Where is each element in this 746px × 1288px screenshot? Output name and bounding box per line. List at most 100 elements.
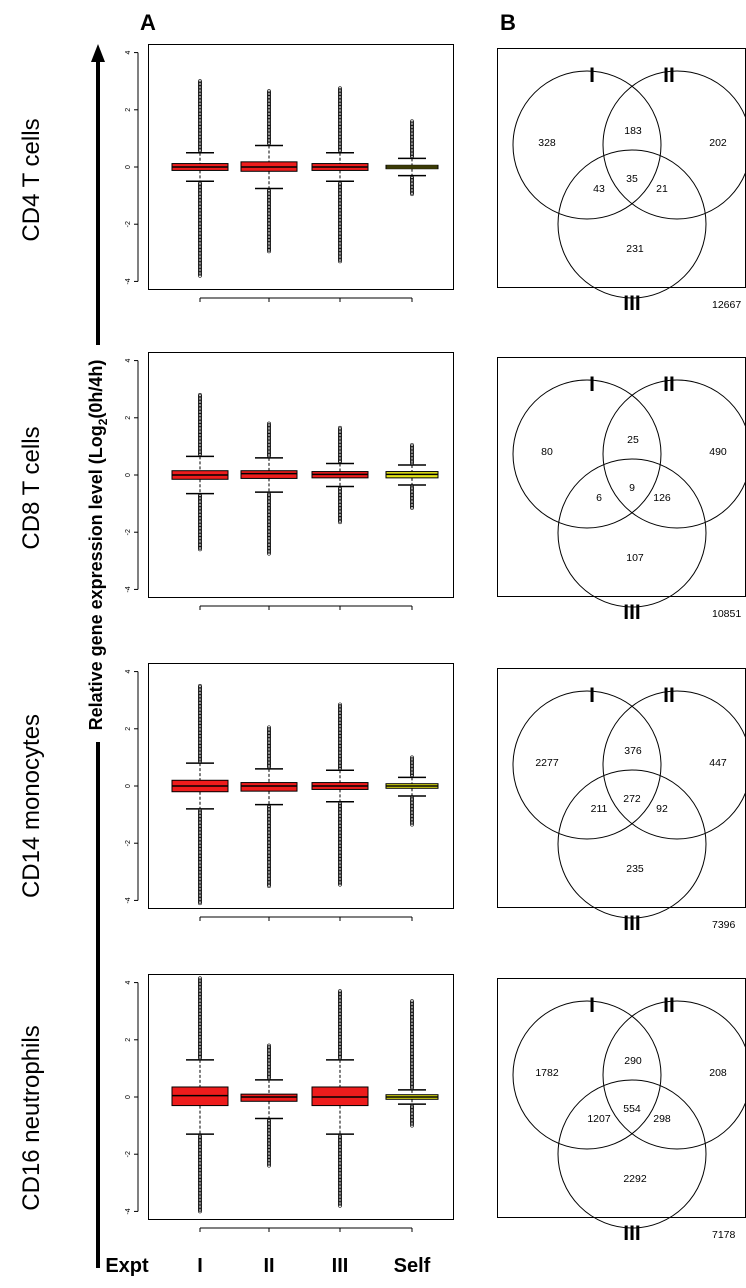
outlier-point [338,494,342,499]
outlier-point [338,109,342,114]
outlier-point [198,1042,202,1046]
outlier-point [267,1066,271,1071]
outlier-point [198,500,202,505]
outlier-point [338,485,342,490]
outlier-point [410,812,414,817]
outlier-point [267,200,271,205]
outlier-point [198,1000,202,1005]
outlier-point [267,857,271,861]
outlier-point [410,1012,414,1016]
outlier-point [198,97,202,102]
outlier-point [410,495,414,500]
outlier-point [198,734,202,738]
outlier-point [338,444,342,449]
box-II [240,470,298,479]
outlier-point [198,129,202,134]
outlier-point [338,190,342,195]
outlier-point [198,1162,202,1167]
outlier-point [267,1069,271,1074]
outlier-point [267,508,271,513]
outlier-point [338,1019,342,1024]
outlier-point [267,1049,271,1054]
outlier-point [338,129,342,134]
outlier-point [338,250,342,255]
outlier-point [267,105,271,109]
outlier-point [267,824,271,828]
outlier-point [410,809,414,814]
outlier-point [198,248,202,252]
outlier-point [198,197,202,202]
outlier-point [198,238,202,242]
outlier-point [410,999,414,1004]
outlier-point [198,878,202,883]
outlier-point [198,827,202,831]
outlier-point [267,884,271,889]
outlier-point [410,1040,414,1045]
venn-count-II-III: 298 [653,1113,671,1125]
outlier-point [410,1069,414,1074]
outlier-point [410,1000,414,1005]
outlier-point [410,806,414,811]
outlier-point [267,867,271,871]
outlier-point [410,149,414,154]
outlier-point [338,503,342,507]
outlier-point [198,530,202,535]
outlier-point [267,879,271,884]
outlier-point [198,127,202,132]
outlier-point [198,898,202,903]
outlier-point [198,901,202,906]
outlier-point [198,83,202,88]
outlier-point [198,443,202,447]
outlier-point [198,79,202,84]
outlier-point [410,1046,414,1051]
outlier-point [338,1182,342,1187]
outlier-point [198,133,202,138]
outlier-point [198,125,202,129]
outlier-point [338,514,342,519]
outlier-point [267,1050,271,1055]
outlier-point [267,819,271,824]
outlier-point [198,1016,202,1021]
outlier-point [198,90,202,95]
outlier-point [198,87,202,92]
outlier-point [410,1110,414,1115]
outlier-point [198,1159,202,1164]
outlier-point [410,494,414,499]
outlier-point [198,145,202,149]
outlier-point [198,1056,202,1061]
outlier-point [410,1075,414,1079]
outlier-point [338,1175,342,1179]
outlier-point [267,537,271,542]
outlier-point [338,1135,342,1139]
x-header-expt: Expt [105,1255,149,1277]
outlier-point [198,831,202,836]
venn-set-label: II [663,64,675,87]
outlier-point [198,260,202,265]
outlier-point [338,1172,342,1177]
outlier-point [198,200,202,205]
outlier-point [267,1067,271,1072]
outlier-point [267,205,271,209]
outlier-point [410,450,414,455]
y-tick-label: 2 [125,108,132,112]
outlier-point [198,266,202,271]
venn-panel-cd16 [497,978,746,1218]
outlier-point [338,218,342,222]
outlier-point [267,190,271,195]
outlier-point [338,127,342,132]
outlier-point [267,100,271,105]
venn-count-I-III: 6 [596,492,602,504]
outlier-point [338,1160,342,1165]
outlier-point [198,1205,202,1210]
outlier-point [338,716,342,721]
venn-circle-III [557,769,707,919]
outlier-point [198,758,202,763]
outlier-point [338,1020,342,1025]
outlier-point [410,455,414,460]
outlier-point [410,1010,414,1015]
outlier-point [267,129,271,134]
outlier-point [198,410,202,414]
outlier-point [338,513,342,517]
outlier-point [338,434,342,439]
outlier-point [410,126,414,131]
